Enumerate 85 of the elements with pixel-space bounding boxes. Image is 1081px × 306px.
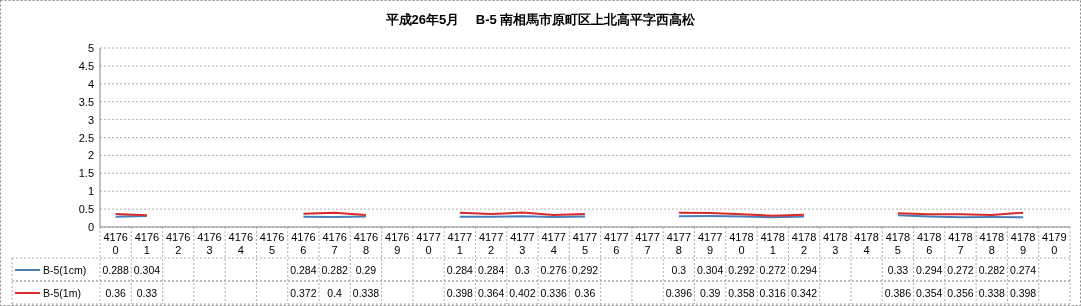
data-label: 0.304 — [697, 264, 724, 276]
x-tick-label: 41786 — [916, 231, 942, 256]
data-label: 0.294 — [916, 264, 943, 276]
data-label: 0.39 — [699, 287, 721, 299]
data-label: 0.272 — [947, 264, 974, 276]
data-label: 0.274 — [1009, 264, 1037, 276]
data-label: 0.284 — [290, 264, 317, 276]
x-tick-label: 41763 — [197, 231, 222, 256]
data-label: 0.316 — [759, 287, 787, 299]
data-label: 0.372 — [290, 287, 317, 299]
legend-label: B-5(1cm) — [43, 264, 87, 276]
data-label: 0.338 — [978, 287, 1006, 299]
x-tick-label: 41777 — [635, 231, 660, 256]
x-tick-label: 41776 — [604, 231, 629, 256]
data-label: 0.292 — [571, 264, 599, 276]
x-tick-label: 41784 — [854, 231, 879, 256]
x-tick-label: 41788 — [979, 231, 1005, 256]
data-label: 0.288 — [102, 264, 129, 276]
x-tick-label: 41771 — [447, 231, 473, 256]
data-label: 0.358 — [728, 287, 755, 299]
data-label: 0.282 — [978, 264, 1006, 276]
y-tick-label: 2 — [87, 149, 94, 162]
x-tick-label: 41767 — [322, 231, 347, 256]
data-label: 0.304 — [133, 264, 161, 276]
y-tick-label: 1 — [87, 185, 94, 198]
y-tick-label: 0 — [87, 221, 94, 233]
data-label: 0.292 — [728, 264, 755, 276]
x-tick-label: 41764 — [228, 231, 254, 256]
data-label: 0.398 — [446, 287, 474, 299]
x-tick-label: 41765 — [259, 231, 285, 256]
data-label: 0.3 — [671, 264, 687, 276]
x-tick-label: 41762 — [165, 231, 191, 256]
data-label: 0.4 — [327, 287, 343, 299]
x-tick-label: 41790 — [1042, 231, 1067, 256]
x-tick-label: 41775 — [572, 231, 598, 256]
data-label: 0.364 — [477, 287, 505, 299]
data-label: 0.356 — [947, 287, 974, 299]
x-tick-label: 41772 — [478, 231, 504, 256]
x-tick-label: 41760 — [103, 231, 128, 256]
data-label: 0.284 — [446, 264, 474, 276]
x-tick-label: 41766 — [291, 231, 316, 256]
data-label: 0.3 — [515, 264, 530, 276]
data-label: 0.284 — [477, 264, 505, 276]
x-tick-label: 41787 — [948, 231, 973, 256]
y-tick-label: 5 — [87, 42, 94, 54]
data-label: 0.36 — [105, 287, 127, 299]
x-tick-label: 41773 — [510, 231, 535, 256]
data-label: 0.36 — [574, 287, 596, 299]
data-label: 0.386 — [884, 287, 912, 299]
data-label: 0.272 — [759, 264, 787, 276]
data-label: 0.402 — [509, 287, 536, 299]
data-label: 0.396 — [665, 287, 693, 299]
y-tick-label: 4 — [87, 77, 94, 90]
x-tick-label: 41779 — [697, 231, 723, 256]
x-tick-label: 41768 — [353, 231, 379, 256]
data-label: 0.33 — [887, 264, 909, 276]
data-label: 0.33 — [136, 287, 158, 299]
y-tick-label: 3.5 — [78, 95, 94, 108]
data-label: 0.338 — [352, 287, 380, 299]
chart-title: 平成26年5月 B-5 南相馬市原町区上北高平字西高松 — [384, 12, 697, 27]
y-tick-label: 3 — [87, 113, 94, 126]
x-tick-label: 41785 — [885, 231, 911, 256]
data-label: 0.354 — [916, 287, 943, 299]
y-tick-label: 2.5 — [78, 131, 94, 144]
x-tick-label: 41789 — [1010, 231, 1036, 256]
data-label: 0.294 — [790, 264, 818, 276]
legend-label: B-5(1m) — [43, 287, 81, 299]
x-tick-label: 41781 — [760, 231, 785, 256]
data-label: 0.282 — [321, 264, 348, 276]
y-tick-label: 1.5 — [78, 167, 94, 180]
x-tick-label: 41778 — [666, 231, 692, 256]
x-tick-label: 41774 — [541, 231, 566, 256]
x-tick-label: 41769 — [385, 231, 410, 256]
data-label: 0.29 — [355, 264, 377, 276]
x-tick-label: 41782 — [791, 231, 817, 256]
data-label: 0.342 — [790, 287, 818, 299]
data-label: 0.336 — [540, 287, 568, 299]
y-tick-label: 0.5 — [78, 203, 94, 216]
data-label: 0.398 — [1009, 287, 1037, 299]
x-tick-label: 41770 — [416, 231, 441, 256]
x-tick-label: 41780 — [729, 231, 754, 256]
data-label: 0.276 — [540, 264, 568, 276]
x-tick-label: 41783 — [823, 231, 848, 256]
x-tick-label: 41761 — [134, 231, 160, 256]
y-tick-label: 4.5 — [78, 59, 94, 72]
